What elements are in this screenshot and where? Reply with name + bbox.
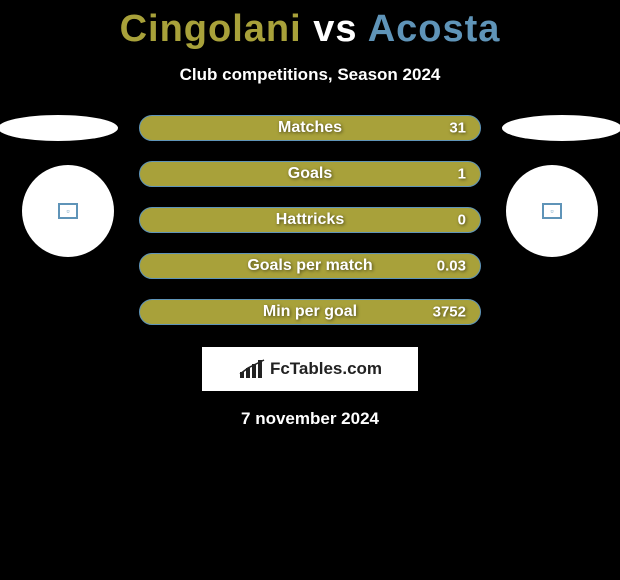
- stat-value-right: 3752: [433, 304, 466, 321]
- stat-row: Hattricks 0: [139, 207, 481, 233]
- stat-label: Hattricks: [276, 211, 344, 229]
- left-player-avatar: ▫: [22, 165, 114, 257]
- stats-rows: Matches 31 Goals 1 Hattricks 0 Goals per match…: [139, 115, 481, 325]
- bars-icon: [238, 358, 266, 380]
- stat-label: Min per goal: [263, 303, 357, 321]
- stat-label: Goals per match: [247, 257, 372, 275]
- stat-value-right: 0.03: [437, 258, 466, 275]
- logo-suffix: Tables.com: [290, 359, 382, 378]
- comparison-area: ▫ ▫ Matches 31 Goals 1 Hattricks 0 Goals per m…: [0, 115, 620, 429]
- left-header-oval: [0, 115, 118, 141]
- image-placeholder-icon: ▫: [58, 203, 78, 219]
- stat-row: Goals 1: [139, 161, 481, 187]
- subtitle: Club competitions, Season 2024: [0, 65, 620, 85]
- title-vs: vs: [313, 8, 357, 50]
- stat-label: Goals: [288, 165, 332, 183]
- right-player-avatar: ▫: [506, 165, 598, 257]
- stat-row: Matches 31: [139, 115, 481, 141]
- title-player2: Acosta: [368, 8, 501, 50]
- fctables-logo[interactable]: FcTables.com: [202, 347, 418, 391]
- date-label: 7 november 2024: [0, 409, 620, 429]
- stat-row: Goals per match 0.03: [139, 253, 481, 279]
- stat-row: Min per goal 3752: [139, 299, 481, 325]
- page-title: Cingolani vs Acosta: [0, 0, 620, 51]
- logo-text: FcTables.com: [270, 359, 382, 379]
- stat-value-right: 0: [458, 212, 466, 229]
- stat-label: Matches: [278, 119, 342, 137]
- right-header-oval: [502, 115, 620, 141]
- stat-value-right: 31: [449, 120, 466, 137]
- image-placeholder-icon: ▫: [542, 203, 562, 219]
- logo-prefix: Fc: [270, 359, 290, 378]
- title-player1: Cingolani: [120, 8, 302, 50]
- stat-value-right: 1: [458, 166, 466, 183]
